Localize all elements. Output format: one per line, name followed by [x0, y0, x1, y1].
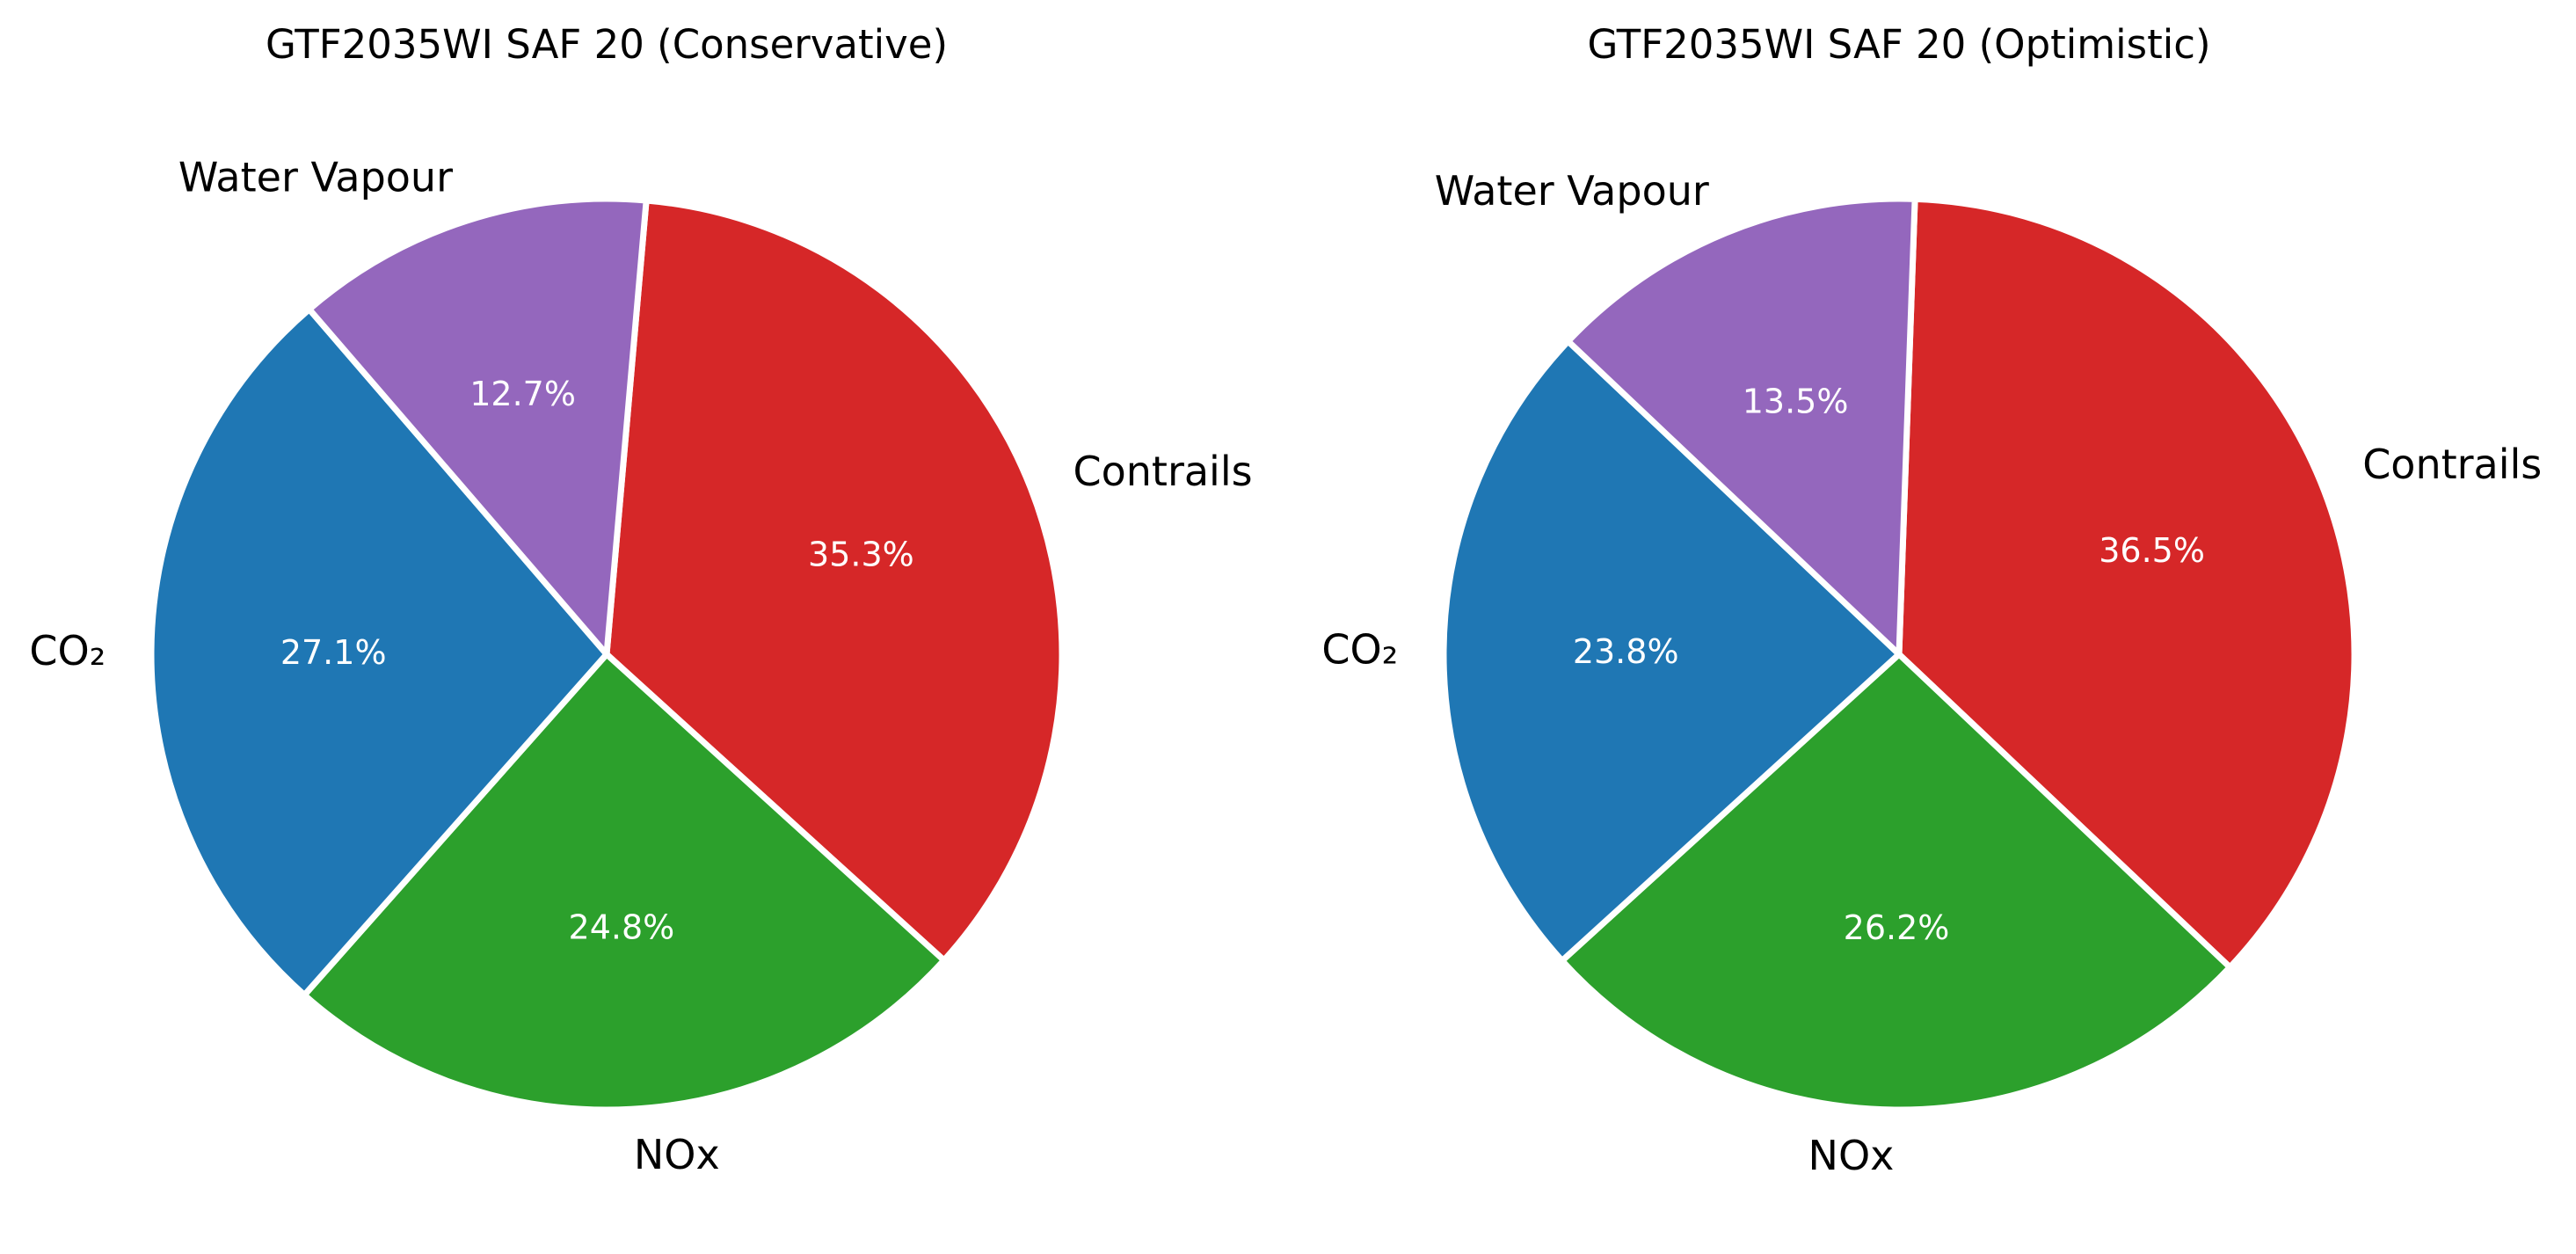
slice-label-co2-optimistic: CO₂ — [1321, 625, 1398, 673]
pct-label-contrails-conservative: 35.3% — [808, 536, 914, 574]
pie-chart-conservative: GTF2035WI SAF 20 (Conservative) Contrail… — [29, 21, 1252, 1178]
pct-label-water-vapour-optimistic: 13.5% — [1743, 382, 1849, 420]
pct-label-co2-optimistic: 23.8% — [1573, 632, 1679, 671]
slice-label-contrails-conservative: Contrails — [1073, 448, 1253, 495]
slice-label-contrails-optimistic: Contrails — [2362, 441, 2542, 488]
chart-title-conservative: GTF2035WI SAF 20 (Conservative) — [266, 21, 948, 68]
pie-slices-optimistic — [1440, 195, 2358, 1113]
slice-label-nox-optimistic: NOx — [1808, 1132, 1895, 1179]
pie-labels-optimistic: Contrails 36.5% NOx 26.2% CO₂ 23.8% Water Vapo… — [1321, 167, 2542, 1179]
slice-label-water-vapour-optimistic: Water Vapour — [1435, 167, 1709, 215]
pie-slice-water-vapour-optimistic — [1565, 195, 1918, 658]
pct-label-water-vapour-conservative: 12.7% — [469, 375, 576, 413]
pct-label-nox-conservative: 24.8% — [569, 908, 675, 946]
pie-slice-contrails-optimistic — [1896, 195, 2358, 971]
slice-label-nox-conservative: NOx — [634, 1131, 720, 1178]
slice-label-water-vapour-conservative: Water Vapour — [178, 154, 453, 201]
pie-slice-nox-optimistic — [1559, 651, 2233, 1113]
slice-label-co2-conservative: CO₂ — [29, 627, 106, 674]
pct-label-nox-optimistic: 26.2% — [1844, 908, 1950, 947]
pie-slice-co2-conservative — [148, 306, 610, 998]
pie-slice-water-vapour-conservative — [306, 195, 650, 658]
pct-label-co2-conservative: 27.1% — [280, 633, 387, 672]
pie-slice-contrails-conservative — [603, 197, 1066, 964]
pie-labels-conservative: Contrails 35.3% NOx 24.8% CO₂ 27.1% Water Vapo… — [29, 154, 1252, 1178]
pie-slice-co2-optimistic — [1440, 338, 1903, 964]
pie-slice-nox-conservative — [301, 651, 948, 1113]
pie-chart-optimistic: GTF2035WI SAF 20 (Optimistic) Contrails 3… — [1321, 21, 2542, 1179]
pie-slices-conservative — [148, 195, 1066, 1113]
pct-label-contrails-optimistic: 36.5% — [2099, 531, 2205, 570]
chart-title-optimistic: GTF2035WI SAF 20 (Optimistic) — [1587, 21, 2210, 68]
